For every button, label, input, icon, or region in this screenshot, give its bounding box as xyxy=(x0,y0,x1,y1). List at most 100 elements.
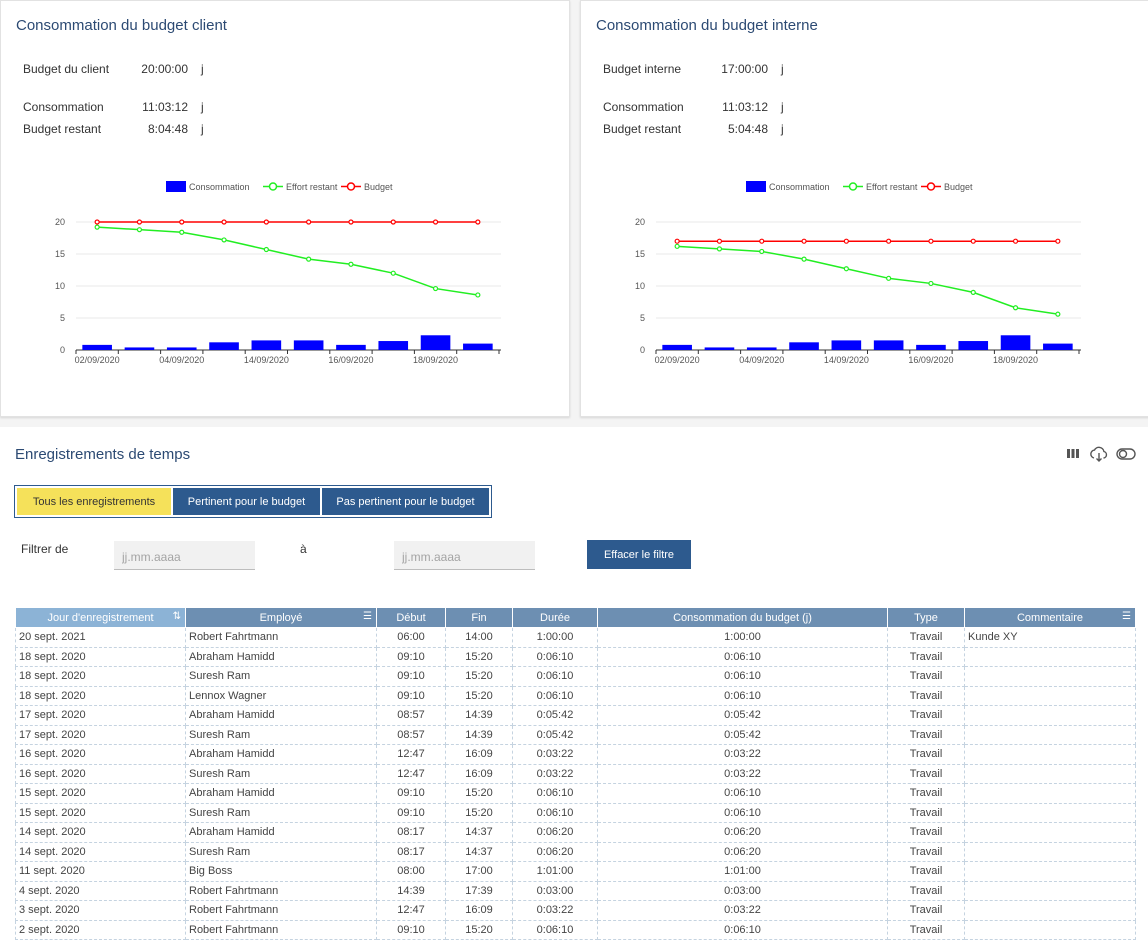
data-point xyxy=(94,224,100,230)
table-row[interactable]: 20 sept. 2021 Robert Fahrtmann 06:00 14:00 1… xyxy=(15,627,1136,648)
bar xyxy=(293,340,324,350)
y-tick-label: 10 xyxy=(55,281,65,291)
y-tick-label: 5 xyxy=(60,313,65,323)
internal-remaining-row: Budget restant 5:04:48 j xyxy=(603,121,803,155)
menu-icon[interactable]: ☰ xyxy=(363,611,372,622)
sort-icon[interactable]: ⇅ xyxy=(172,611,181,622)
data-point xyxy=(221,219,227,225)
cell-comment xyxy=(964,822,1136,843)
cell-end: 16:09 xyxy=(445,900,513,921)
table-row[interactable]: 2 sept. 2020 Robert Fahrtmann 09:10 15:20 0:… xyxy=(15,919,1136,940)
cell-end: 15:20 xyxy=(445,666,513,687)
cell-budget-consumption: 0:06:10 xyxy=(597,666,888,687)
columns-icon[interactable] xyxy=(1063,444,1083,464)
kv-label: Consommation xyxy=(23,100,104,114)
cell-end: 16:09 xyxy=(445,744,513,765)
cloud-download-icon[interactable] xyxy=(1089,444,1109,464)
legend-marker xyxy=(346,182,356,191)
cell-date: 3 sept. 2020 xyxy=(15,900,186,921)
cell-date: 18 sept. 2020 xyxy=(15,685,186,706)
y-tick-label: 20 xyxy=(55,217,65,227)
column-header-employee[interactable]: Employé ☰ xyxy=(185,607,377,628)
cell-budget-consumption: 1:01:00 xyxy=(597,861,888,882)
clear-filter-button[interactable]: Effacer le filtre xyxy=(587,540,691,569)
cell-employee: Suresh Ram xyxy=(185,802,377,823)
toggle-icon[interactable] xyxy=(1115,444,1137,464)
client-consumption-row: Consommation 11:03:12 j xyxy=(23,99,223,117)
x-tick-label: 18/09/2020 xyxy=(413,355,458,365)
table-row[interactable]: 15 sept. 2020 Suresh Ram 09:10 15:20 0:06:10… xyxy=(15,802,1136,823)
kv-value: 8:04:48 xyxy=(147,122,188,136)
legend-marker xyxy=(926,182,936,191)
column-header-end[interactable]: Fin xyxy=(445,607,513,628)
cell-type: Travail xyxy=(887,705,965,726)
kv-unit: j xyxy=(781,62,784,76)
cell-date: 14 sept. 2020 xyxy=(15,841,186,862)
data-point xyxy=(390,270,396,276)
bar xyxy=(789,342,819,350)
date-from-input[interactable] xyxy=(114,541,255,570)
table-row[interactable]: 3 sept. 2020 Robert Fahrtmann 12:47 16:09 0:… xyxy=(15,900,1136,921)
data-point xyxy=(970,238,976,244)
tab-budget-irrelevant[interactable]: Pas pertinent pour le budget xyxy=(322,488,489,515)
column-header-budget-consumption[interactable]: Consommation du budget (j) xyxy=(597,607,888,628)
table-row[interactable]: 18 sept. 2020 Suresh Ram 09:10 15:20 0:06:10… xyxy=(15,666,1136,687)
column-header-date[interactable]: Jour d'enregistrement ⇅ xyxy=(15,607,186,628)
column-header-duration[interactable]: Durée xyxy=(512,607,598,628)
data-point xyxy=(674,243,680,249)
menu-icon[interactable]: ☰ xyxy=(1122,611,1131,622)
data-point xyxy=(263,219,269,225)
bar xyxy=(746,347,777,350)
table-row[interactable]: 18 sept. 2020 Abraham Hamidd 09:10 15:20 0:0… xyxy=(15,646,1136,667)
cell-employee: Lennox Wagner xyxy=(185,685,377,706)
cell-comment xyxy=(964,646,1136,667)
table-row[interactable]: 14 sept. 2020 Suresh Ram 08:17 14:37 0:06:20… xyxy=(15,841,1136,862)
data-point xyxy=(390,219,396,225)
header-label: Consommation du budget (j) xyxy=(673,611,812,624)
table-header-row: Jour d'enregistrement ⇅ Employé ☰ Début Fi… xyxy=(15,607,1136,628)
filter-from-label: Filtrer de xyxy=(21,542,69,556)
cell-start: 09:10 xyxy=(376,783,446,804)
bar xyxy=(958,341,989,350)
cell-comment xyxy=(964,724,1136,745)
data-point xyxy=(886,275,892,281)
table-row[interactable]: 15 sept. 2020 Abraham Hamidd 09:10 15:20 0:0… xyxy=(15,783,1136,804)
table-row[interactable]: 17 sept. 2020 Abraham Hamidd 08:57 14:39 0:0… xyxy=(15,705,1136,726)
kv-unit: j xyxy=(201,62,204,76)
client-budget-row: Budget du client 20:00:00 j xyxy=(23,61,223,95)
cell-budget-consumption: 0:03:22 xyxy=(597,763,888,784)
cell-start: 09:10 xyxy=(376,666,446,687)
table-row[interactable]: 16 sept. 2020 Suresh Ram 12:47 16:09 0:03:22… xyxy=(15,763,1136,784)
data-point xyxy=(179,219,185,225)
table-row[interactable]: 4 sept. 2020 Robert Fahrtmann 14:39 17:39 0:… xyxy=(15,880,1136,901)
cell-employee: Robert Fahrtmann xyxy=(185,880,377,901)
x-tick-label: 02/09/2020 xyxy=(655,355,700,365)
bar xyxy=(166,347,197,350)
column-header-type[interactable]: Type xyxy=(887,607,965,628)
x-tick-label: 14/09/2020 xyxy=(824,355,869,365)
column-header-comment[interactable]: Commentaire ☰ xyxy=(964,607,1136,628)
column-header-start[interactable]: Début xyxy=(376,607,446,628)
cell-employee: Abraham Hamidd xyxy=(185,744,377,765)
x-tick-label: 16/09/2020 xyxy=(328,355,373,365)
cell-type: Travail xyxy=(887,841,965,862)
data-point xyxy=(432,285,439,292)
x-tick-label: 18/09/2020 xyxy=(993,355,1038,365)
data-point xyxy=(759,248,765,255)
tab-all-records[interactable]: Tous les enregistrements xyxy=(17,488,171,515)
cell-comment xyxy=(964,900,1136,921)
table-row[interactable]: 18 sept. 2020 Lennox Wagner 09:10 15:20 0:06… xyxy=(15,685,1136,706)
tab-budget-relevant[interactable]: Pertinent pour le budget xyxy=(173,488,320,515)
table-row[interactable]: 14 sept. 2020 Abraham Hamidd 08:17 14:37 0:0… xyxy=(15,822,1136,843)
y-tick-label: 10 xyxy=(635,281,645,291)
table-row[interactable]: 16 sept. 2020 Abraham Hamidd 12:47 16:09 0:0… xyxy=(15,744,1136,765)
table-row[interactable]: 11 sept. 2020 Big Boss 08:00 17:00 1:01:00 1:… xyxy=(15,861,1136,882)
data-point xyxy=(1012,238,1019,244)
cell-end: 15:20 xyxy=(445,802,513,823)
cell-start: 08:57 xyxy=(376,724,446,745)
cell-budget-consumption: 0:03:22 xyxy=(597,744,888,765)
cell-comment xyxy=(964,744,1136,765)
table-row[interactable]: 17 sept. 2020 Suresh Ram 08:57 14:39 0:05:42… xyxy=(15,724,1136,745)
date-to-input[interactable] xyxy=(394,541,535,570)
cell-date: 4 sept. 2020 xyxy=(15,880,186,901)
